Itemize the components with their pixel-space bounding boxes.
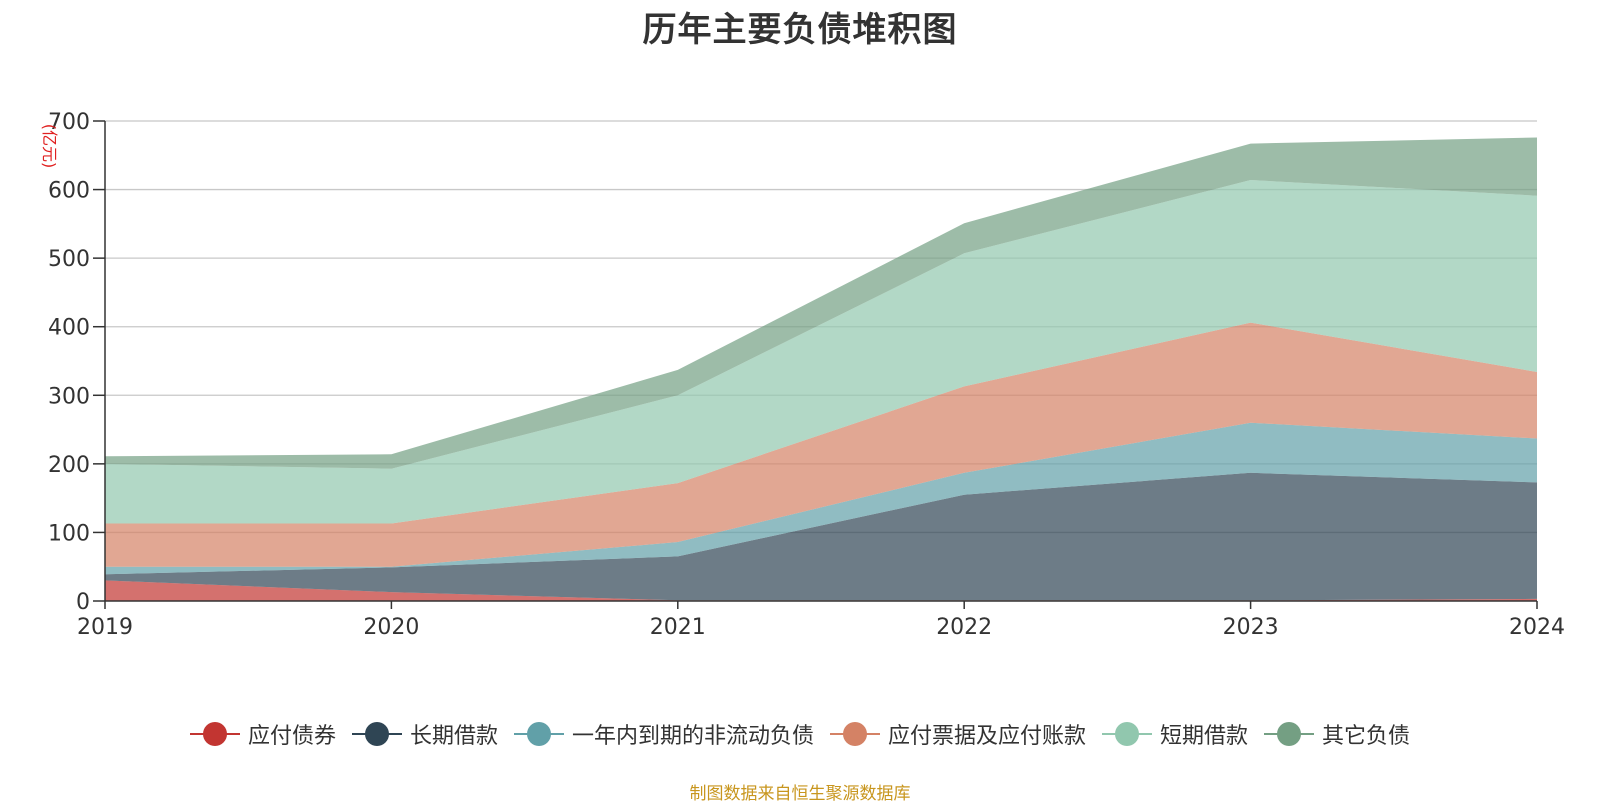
legend-dot-icon xyxy=(843,722,867,746)
legend-item-5[interactable]: 其它负债 xyxy=(1264,718,1410,750)
legend-label: 短期借款 xyxy=(1160,724,1249,749)
legend-marker-icon xyxy=(351,721,402,747)
y-tick-label-100: 100 xyxy=(48,521,90,546)
x-tick-label-2019: 2019 xyxy=(77,615,133,640)
y-axis-unit-label: (亿元) xyxy=(40,124,59,169)
legend-item-1[interactable]: 长期借款 xyxy=(351,718,498,750)
legend-item-3[interactable]: 应付票据及应付账款 xyxy=(830,718,1086,750)
legend-dot-icon xyxy=(202,722,227,746)
legend-dot-icon xyxy=(364,722,389,746)
legend-marker-icon xyxy=(1102,721,1153,747)
y-tick-label-500: 500 xyxy=(48,247,90,272)
legend-label: 长期借款 xyxy=(409,724,498,749)
area-series-1 xyxy=(105,472,1537,601)
chart-title: 历年主要负债堆积图 xyxy=(642,10,958,50)
area-series xyxy=(105,137,1537,601)
x-tick-label-2020: 2020 xyxy=(363,615,419,640)
legend-marker-icon xyxy=(830,721,880,747)
area-series-4 xyxy=(105,180,1537,524)
legend-marker-icon xyxy=(513,721,564,747)
legend-item-0[interactable]: 应付债券 xyxy=(189,718,336,750)
axes xyxy=(93,120,1538,609)
x-tick-label-2022: 2022 xyxy=(936,615,992,640)
x-tick-label-2023: 2023 xyxy=(1223,615,1279,640)
legend-label: 应付债券 xyxy=(247,724,336,749)
y-tick-label-200: 200 xyxy=(48,453,90,478)
y-tick-label-400: 400 xyxy=(48,316,90,341)
legend-label: 应付票据及应付账款 xyxy=(888,724,1087,749)
legend-item-2[interactable]: 一年内到期的非流动负债 xyxy=(513,718,814,750)
legend-item-4[interactable]: 短期借款 xyxy=(1102,718,1248,750)
legend-marker-icon xyxy=(189,721,240,747)
legend-label: 其它负债 xyxy=(1322,724,1411,749)
area-series-0 xyxy=(105,580,1537,601)
legend-dot-icon xyxy=(1115,722,1140,746)
legend-label: 一年内到期的非流动负债 xyxy=(571,724,814,749)
y-tick-label-300: 300 xyxy=(48,384,90,409)
y-tick-label-700: 700 xyxy=(48,110,90,135)
area-series-3 xyxy=(105,322,1537,567)
source-note: 制图数据来自恒生聚源数据库 xyxy=(689,784,911,804)
tick-labels: 0 100 200 300 400 500 600 700 2019 2020 2021 2022 20… xyxy=(48,110,1565,640)
y-tick-label-0: 0 xyxy=(76,590,90,615)
x-tick-label-2024: 2024 xyxy=(1509,615,1565,640)
x-tick-label-2021: 2021 xyxy=(650,615,706,640)
area-series-5 xyxy=(105,137,1537,469)
legend: 应付债券 长期借款 一年内到期的非流动负债 应付票据及应付账款 短期借款 其它负债 xyxy=(0,718,1600,750)
area-series-2 xyxy=(105,422,1537,575)
y-tick-label-600: 600 xyxy=(48,179,90,204)
legend-dot-icon xyxy=(1277,722,1302,746)
legend-marker-icon xyxy=(1264,721,1315,747)
legend-dot-icon xyxy=(526,722,551,746)
